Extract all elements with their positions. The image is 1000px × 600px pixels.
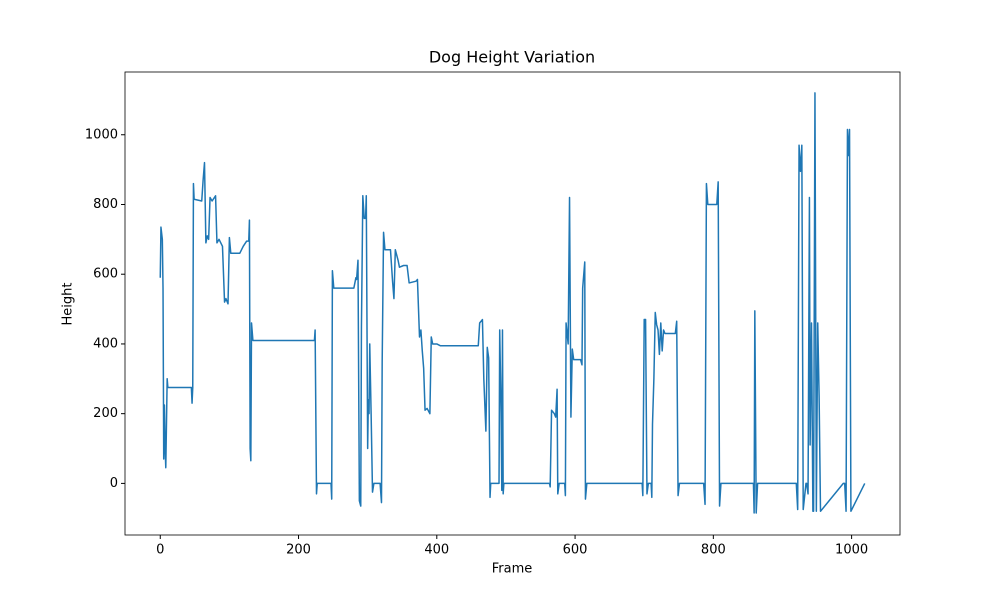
plot-frame [124, 71, 901, 536]
x-tick-label: 400 [424, 543, 449, 558]
y-tick-label: 200 [93, 406, 118, 421]
x-tick-label: 1000 [835, 543, 868, 558]
y-tick-label: 0 [110, 476, 118, 491]
x-tick-label: 200 [286, 543, 311, 558]
y-tick-label: 600 [93, 267, 118, 282]
x-axis-label: Frame [492, 562, 533, 577]
y-axis-label: Height [61, 283, 76, 326]
x-tick-label: 600 [563, 543, 588, 558]
x-tick-label: 800 [701, 543, 726, 558]
y-tick-label: 800 [93, 197, 118, 212]
x-tick-label: 0 [156, 543, 164, 558]
y-tick-label: 1000 [85, 127, 118, 142]
chart-title: Dog Height Variation [429, 48, 595, 67]
data-line [159, 92, 866, 514]
y-tick-label: 400 [93, 336, 118, 351]
